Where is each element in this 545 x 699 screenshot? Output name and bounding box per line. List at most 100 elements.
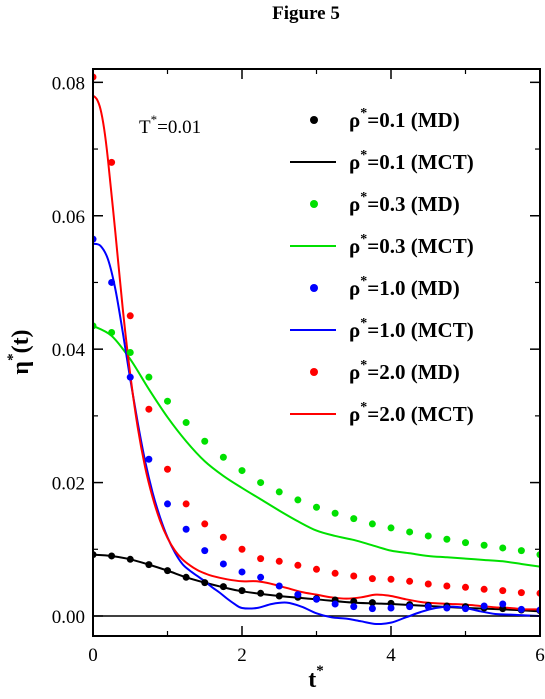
data-point bbox=[275, 582, 283, 590]
data-point bbox=[517, 605, 525, 613]
series-line bbox=[93, 94, 540, 611]
data-point bbox=[368, 605, 376, 613]
data-point bbox=[201, 437, 209, 445]
legend-entry: ρ*=1.0 (MD) bbox=[310, 274, 460, 300]
data-point bbox=[108, 552, 116, 560]
legend-label-sup: * bbox=[360, 274, 367, 289]
data-point bbox=[313, 503, 320, 511]
data-point bbox=[126, 373, 134, 381]
annotation-sup: * bbox=[151, 112, 158, 127]
data-point bbox=[182, 573, 190, 581]
legend-label-suffix: =2.0 (MD) bbox=[367, 360, 459, 384]
data-point bbox=[443, 535, 451, 543]
data-point bbox=[238, 568, 246, 576]
series-line bbox=[93, 324, 540, 568]
data-point bbox=[480, 541, 488, 549]
data-point bbox=[368, 520, 376, 528]
data-point bbox=[499, 544, 507, 552]
legend-label-sup: * bbox=[360, 316, 367, 331]
data-point bbox=[219, 453, 227, 461]
data-point bbox=[201, 579, 209, 587]
data-point bbox=[350, 603, 358, 611]
legend-label: ρ*=1.0 (MD) bbox=[349, 274, 460, 300]
legend-label-main: ρ bbox=[349, 318, 360, 342]
x-tick-label: 4 bbox=[386, 645, 396, 666]
data-point bbox=[462, 539, 469, 547]
data-point bbox=[257, 589, 265, 597]
data-point bbox=[145, 455, 153, 463]
data-point bbox=[517, 589, 525, 597]
data-point bbox=[108, 328, 116, 336]
y-axis-label-suffix: (t) bbox=[8, 329, 34, 353]
data-point bbox=[108, 158, 116, 166]
data-point bbox=[182, 525, 190, 533]
data-point bbox=[275, 557, 283, 565]
legend-label: ρ*=0.3 (MCT) bbox=[349, 232, 474, 258]
data-point bbox=[313, 565, 320, 573]
legend-entry: ρ*=0.1 (MCT) bbox=[290, 148, 474, 174]
legend-label-main: ρ bbox=[349, 150, 360, 174]
legend-label-suffix: =0.1 (MCT) bbox=[367, 150, 473, 174]
data-point bbox=[313, 595, 320, 603]
data-point bbox=[164, 567, 171, 575]
legend-marker bbox=[310, 368, 318, 376]
data-point bbox=[499, 600, 507, 608]
legend-marker bbox=[310, 116, 318, 124]
legend-label: ρ*=0.3 (MD) bbox=[349, 190, 460, 216]
data-point bbox=[462, 583, 469, 591]
data-point bbox=[126, 312, 134, 320]
y-tick-label: 0.02 bbox=[52, 474, 85, 495]
x-axis-label-sup: * bbox=[316, 663, 324, 679]
data-point bbox=[406, 603, 414, 611]
series-line bbox=[93, 553, 540, 613]
tick-labels-layer: 0 2 4 6 0.00 0.02 0.04 0.06 0.08 bbox=[52, 73, 545, 666]
data-point bbox=[350, 515, 358, 523]
legend-label-main: ρ bbox=[349, 192, 360, 216]
figure-title: Figure 5 bbox=[272, 3, 340, 24]
data-point bbox=[424, 580, 432, 588]
y-axis-label-main: η bbox=[8, 361, 34, 375]
data-point bbox=[145, 405, 153, 413]
ticks-layer bbox=[92, 69, 541, 636]
legend-label-suffix: =2.0 (MCT) bbox=[367, 402, 473, 426]
data-point bbox=[350, 572, 358, 580]
data-point bbox=[406, 577, 414, 585]
data-point bbox=[443, 604, 451, 612]
legend-entry: ρ*=0.3 (MCT) bbox=[290, 232, 474, 258]
x-tick-label: 6 bbox=[535, 645, 545, 666]
legend-label-suffix: =0.3 (MD) bbox=[367, 192, 459, 216]
data-point bbox=[368, 575, 376, 583]
data-point bbox=[219, 583, 227, 591]
annotation-main: T bbox=[139, 117, 151, 138]
legend-label: ρ*=1.0 (MCT) bbox=[349, 316, 474, 342]
legend-label-sup: * bbox=[360, 106, 367, 121]
legend-entry: ρ*=2.0 (MD) bbox=[310, 358, 460, 384]
y-tick-label: 0.08 bbox=[52, 73, 85, 94]
data-point bbox=[443, 582, 451, 590]
legend-label-sup: * bbox=[360, 232, 367, 247]
data-point bbox=[257, 479, 265, 487]
legend-label-sup: * bbox=[360, 148, 367, 163]
data-layer bbox=[93, 73, 540, 626]
legend-label-main: ρ bbox=[349, 360, 360, 384]
data-point bbox=[517, 547, 525, 555]
data-point bbox=[387, 575, 395, 583]
data-point bbox=[294, 496, 302, 504]
data-point bbox=[182, 419, 190, 427]
x-tick-label: 2 bbox=[237, 645, 247, 666]
x-axis-label: t* bbox=[308, 663, 324, 693]
data-point bbox=[257, 573, 265, 581]
legend-label-sup: * bbox=[360, 358, 367, 373]
data-point bbox=[331, 509, 339, 517]
data-point bbox=[257, 555, 265, 563]
data-point bbox=[462, 605, 469, 613]
legend-label: ρ*=2.0 (MD) bbox=[349, 358, 460, 384]
annotation-suffix: =0.01 bbox=[157, 117, 201, 138]
data-point bbox=[164, 465, 171, 473]
legend-label-suffix: =1.0 (MD) bbox=[367, 276, 459, 300]
data-point bbox=[126, 349, 134, 356]
legend-marker bbox=[310, 284, 318, 292]
x-tick-label: 0 bbox=[88, 645, 98, 666]
data-point bbox=[238, 545, 246, 553]
